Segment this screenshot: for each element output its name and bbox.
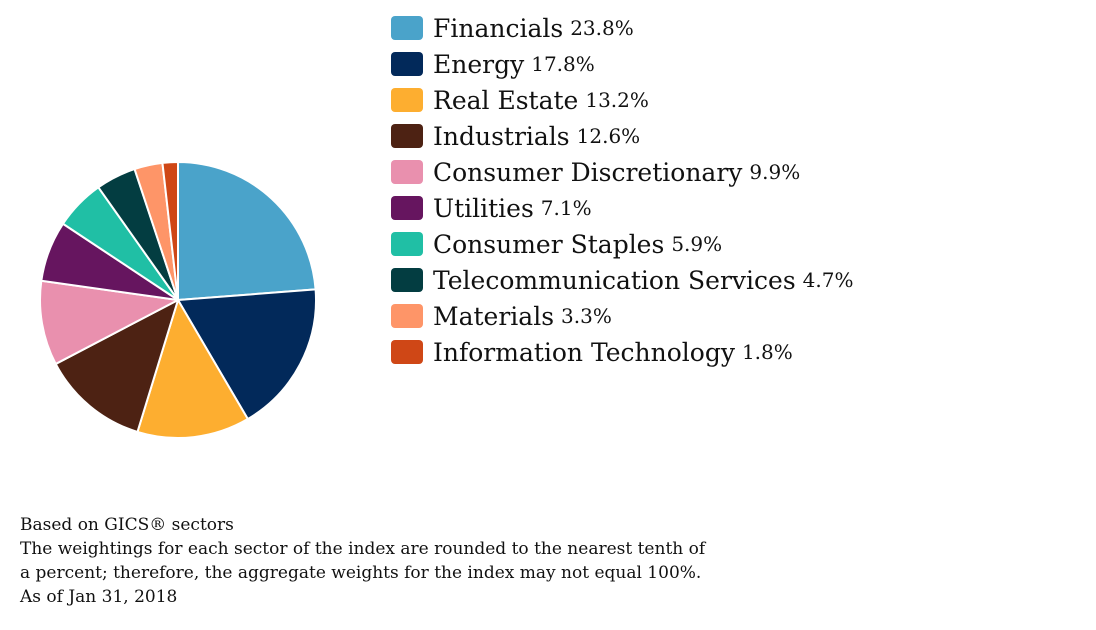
legend-label: Consumer Staples bbox=[433, 229, 665, 259]
legend-value: 3.3% bbox=[561, 304, 612, 328]
legend-swatch bbox=[391, 304, 423, 328]
legend-value: 7.1% bbox=[540, 196, 592, 220]
legend-value: 23.8% bbox=[570, 16, 634, 40]
legend-label: Industrials bbox=[433, 121, 570, 151]
legend-label: Energy bbox=[433, 49, 525, 79]
pie-slice-financials bbox=[177, 161, 317, 301]
pie-slice-real-estate bbox=[136, 299, 249, 439]
footnote: Based on GICS® sectors The weightings fo… bbox=[20, 513, 705, 609]
legend-item-consumer-staples: Consumer Staples 5.9% bbox=[391, 226, 853, 262]
legend-item-information-technology: Information Technology 1.8% bbox=[391, 334, 853, 370]
legend-label: Information Technology bbox=[433, 337, 735, 367]
footnote-line: As of Jan 31, 2018 bbox=[20, 587, 178, 607]
pie-chart bbox=[38, 161, 317, 439]
footnote-line: Based on GICS® sectors bbox=[20, 515, 234, 535]
legend-value: 1.8% bbox=[741, 340, 793, 364]
legend-value: 9.9% bbox=[749, 160, 801, 184]
legend-swatch bbox=[391, 340, 423, 364]
legend-value: 12.6% bbox=[576, 124, 641, 148]
footnote-line: The weightings for each sector of the in… bbox=[20, 539, 706, 559]
legend-item-consumer-discretionary: Consumer Discretionary 9.9% bbox=[391, 154, 853, 190]
legend-swatch bbox=[391, 52, 423, 76]
legend-value: 13.2% bbox=[585, 88, 649, 112]
legend-value: 5.9% bbox=[671, 232, 723, 256]
legend-swatch bbox=[391, 268, 423, 292]
legend-swatch bbox=[391, 160, 423, 184]
legend-item-utilities: Utilities 7.1% bbox=[391, 190, 853, 226]
legend-item-telecommunication-services: Telecommunication Services 4.7% bbox=[391, 262, 853, 298]
legend-label: Telecommunication Services bbox=[433, 265, 796, 295]
legend: Financials 23.8% Energy 17.8% Real Estate 13.… bbox=[391, 10, 853, 370]
legend-item-real-estate: Real Estate 13.2% bbox=[391, 82, 853, 118]
legend-value: 4.7% bbox=[802, 268, 854, 292]
footnote-line: a percent; therefore, the aggregate weig… bbox=[20, 563, 702, 583]
legend-label: Real Estate bbox=[433, 85, 579, 115]
legend-label: Financials bbox=[433, 13, 564, 43]
legend-label: Consumer Discretionary bbox=[433, 157, 743, 187]
legend-item-energy: Energy 17.8% bbox=[391, 46, 853, 82]
legend-swatch bbox=[391, 16, 423, 40]
legend-swatch bbox=[391, 196, 423, 220]
legend-swatch bbox=[391, 88, 423, 112]
legend-item-materials: Materials 3.3% bbox=[391, 298, 853, 334]
legend-swatch bbox=[391, 124, 423, 148]
legend-value: 17.8% bbox=[531, 52, 595, 76]
legend-swatch bbox=[391, 232, 423, 256]
pie-slice-energy bbox=[177, 288, 317, 421]
pie-slice-information-technology bbox=[161, 161, 179, 301]
legend-label: Materials bbox=[433, 301, 555, 331]
legend-item-industrials: Industrials 12.6% bbox=[391, 118, 853, 154]
pie-slice-consumer-discretionary bbox=[38, 279, 179, 365]
legend-item-financials: Financials 23.8% bbox=[391, 10, 853, 46]
pie-slice-industrials bbox=[54, 299, 179, 433]
legend-label: Utilities bbox=[433, 193, 534, 223]
